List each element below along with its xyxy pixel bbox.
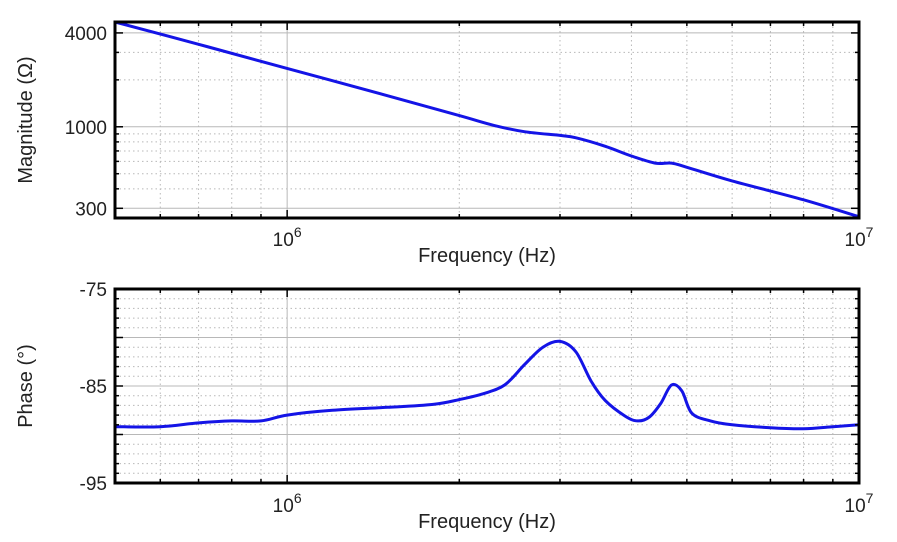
phase-minor-grid <box>114 289 859 483</box>
x-tick-label: 106 <box>273 224 302 251</box>
magnitude-tick-marks <box>114 22 860 218</box>
magnitude-x-tick-labels: 106 107 <box>273 224 874 251</box>
y-tick-label: 1000 <box>65 118 107 139</box>
magnitude-plot-frame <box>113 20 861 220</box>
y-tick-label: -75 <box>80 280 107 301</box>
phase-x-tick-labels: 106 107 <box>273 490 874 517</box>
magnitude-panel: 4000 1000 300 106 107 Frequency (Hz) Magnit… <box>15 20 874 267</box>
x-tick-label: 107 <box>845 490 874 517</box>
y-tick-label: -95 <box>80 474 107 495</box>
x-tick-label: 107 <box>845 224 874 251</box>
phase-panel: -75 -85 -95 106 107 Frequency (Hz) Phase (°… <box>15 280 874 533</box>
magnitude-series-line <box>114 20 860 219</box>
phase-y-axis-label: Phase (°) <box>15 344 37 428</box>
y-tick-label: 4000 <box>65 24 107 45</box>
phase-major-grid <box>115 289 860 483</box>
phase-y-tick-labels: -75 -85 -95 <box>80 280 107 495</box>
magnitude-y-tick-labels: 4000 1000 300 <box>65 24 107 220</box>
phase-series-line <box>114 339 860 431</box>
magnitude-y-axis-label: Magnitude (Ω) <box>15 56 37 183</box>
magnitude-x-axis-label: Frequency (Hz) <box>418 245 556 267</box>
phase-tick-marks <box>114 288 860 484</box>
phase-x-axis-label: Frequency (Hz) <box>418 511 556 533</box>
x-tick-label: 106 <box>273 490 302 517</box>
y-tick-label: -85 <box>80 377 107 398</box>
y-tick-label: 300 <box>75 199 107 220</box>
